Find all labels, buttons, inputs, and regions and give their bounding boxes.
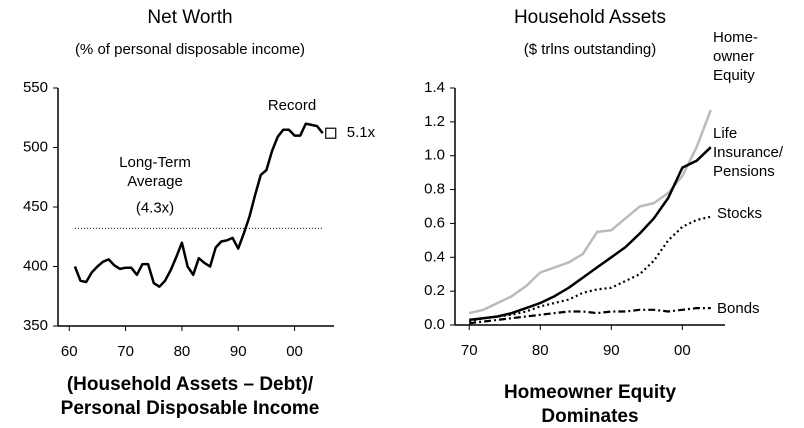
average-value-label: (4.3x)	[136, 199, 174, 216]
y-tick-label: 500	[23, 138, 48, 155]
y-tick-label: 1.0	[424, 147, 445, 164]
y-tick-label: 450	[23, 198, 48, 215]
y-tick-label: 1.4	[424, 79, 445, 96]
chart-title: Household Assets	[514, 7, 666, 28]
y-tick-label: 0.6	[424, 214, 445, 231]
average-label: Long-Term Average	[119, 154, 191, 190]
y-tick-label: 550	[23, 79, 48, 96]
record-label: Record	[268, 97, 316, 114]
y-tick-label: 0.2	[424, 282, 445, 299]
y-tick-label: 0.4	[424, 248, 445, 265]
last-value-label: 5.1x	[347, 124, 376, 141]
series-label: Stocks	[717, 205, 763, 222]
series-line	[73, 122, 324, 288]
last-point-marker	[325, 127, 337, 139]
x-tick-label: 60	[61, 343, 78, 360]
chart-title: Net Worth	[147, 7, 232, 28]
x-tick-label: 80	[174, 343, 191, 360]
series-label: Life Insurance/ Pensions	[713, 125, 784, 180]
y-tick-label: 0.8	[424, 181, 445, 198]
y-tick-label: 0.0	[424, 316, 445, 333]
series-line	[468, 215, 712, 323]
chart-caption: Homeowner Equity Dominates	[503, 382, 677, 427]
chart-caption: (Household Assets – Debt)/ Personal Disp…	[60, 374, 320, 419]
series-label: Home-owner Equity	[713, 29, 759, 84]
series-line	[468, 109, 712, 315]
series-label: Bonds	[717, 300, 760, 317]
series-line	[469, 146, 712, 322]
y-tick-label: 350	[23, 317, 48, 334]
x-tick-label: 70	[461, 342, 478, 359]
chart-subtitle: ($ trlns outstanding)	[524, 41, 657, 58]
x-tick-label: 70	[117, 343, 134, 360]
y-tick-label: 400	[23, 257, 48, 274]
x-tick-label: 90	[603, 342, 620, 359]
y-tick-label: 1.2	[424, 113, 445, 130]
x-tick-label: 80	[532, 342, 549, 359]
series-line	[469, 307, 711, 325]
x-tick-label: 00	[674, 342, 691, 359]
chart-subtitle: (% of personal disposable income)	[75, 41, 305, 58]
x-tick-label: 90	[230, 343, 247, 360]
x-tick-label: 00	[286, 343, 303, 360]
